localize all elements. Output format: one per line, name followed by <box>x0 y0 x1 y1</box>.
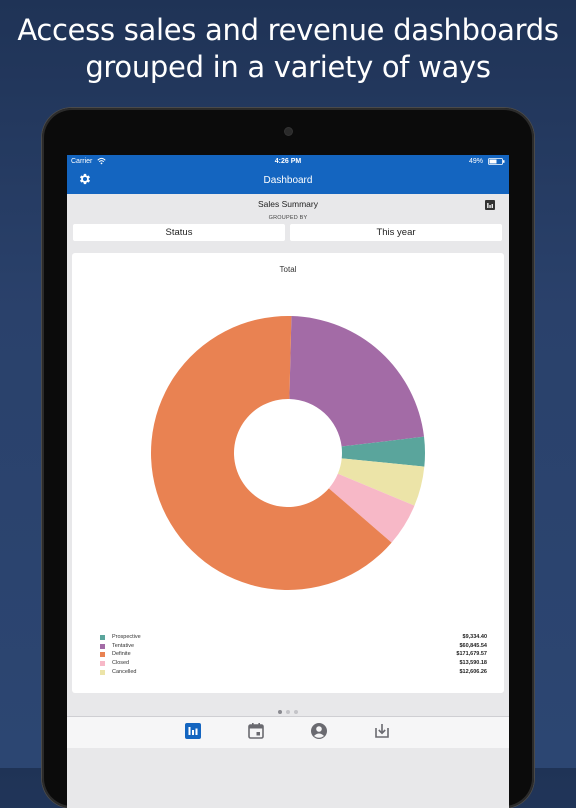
legend-item: Cancelled $12,606.26 <box>100 669 487 678</box>
legend-value: $9,334.40 <box>462 634 487 640</box>
legend-label: Tentative <box>112 642 135 649</box>
battery-icon <box>488 158 505 165</box>
summary-title: Sales Summary <box>258 199 318 209</box>
donut-chart <box>151 316 425 590</box>
legend-value: $13,590.18 <box>459 660 487 667</box>
gear-icon[interactable] <box>78 172 92 186</box>
battery-percent: 49% <box>468 158 483 165</box>
donut-slice-closed[interactable] <box>328 473 415 543</box>
donut-slice-prospective[interactable] <box>341 436 425 467</box>
group-field-selector[interactable]: Status <box>73 224 285 241</box>
marketing-headline: Access sales and revenue dashboards grou… <box>0 12 576 86</box>
legend-label: Definite <box>112 651 131 658</box>
calendar-icon[interactable] <box>247 722 265 740</box>
donut-slice-definite[interactable] <box>151 316 392 590</box>
legend-value: $60,845.54 <box>459 642 487 649</box>
chart-card: Total Prospective $9,334.40 Tentative $60,8… <box>72 253 504 693</box>
chart-legend: Prospective $9,334.40 Tentative $60,845.54 D… <box>100 634 487 677</box>
page-dot[interactable] <box>286 710 290 714</box>
legend-label: Prospective <box>112 634 141 640</box>
download-icon[interactable] <box>373 722 391 740</box>
legend-swatch <box>100 643 105 649</box>
legend-value: $171,679.57 <box>456 651 487 658</box>
tab-bar <box>67 716 509 748</box>
page-dot[interactable] <box>294 710 298 714</box>
legend-value: $12,606.26 <box>459 668 487 675</box>
legend-item: Closed $13,590.18 <box>100 660 487 669</box>
carrier-label: Carrier <box>71 158 93 165</box>
status-bar: Carrier 4:26 PM 49% <box>67 155 509 168</box>
page-dot[interactable] <box>278 710 282 714</box>
period-selector[interactable]: This year <box>290 224 502 241</box>
top-bar: Carrier 4:26 PM 49% Dashboard <box>67 155 509 194</box>
camera-icon <box>285 128 292 135</box>
legend-label: Cancelled <box>112 668 137 675</box>
legend-swatch <box>100 635 105 640</box>
legend-swatch <box>100 652 105 658</box>
user-circle-icon[interactable] <box>310 722 328 740</box>
tablet-frame: Carrier 4:26 PM 49% Dashboard <box>42 108 534 808</box>
page-indicator[interactable] <box>67 701 509 719</box>
wifi-icon <box>97 157 106 165</box>
bar-chart-icon[interactable] <box>485 200 495 210</box>
legend-item: Tentative $60,845.54 <box>100 643 487 652</box>
bar-chart-icon[interactable] <box>184 722 202 740</box>
donut-slice-cancelled[interactable] <box>337 458 425 506</box>
legend-swatch <box>100 669 105 675</box>
legend-item: Definite $171,679.57 <box>100 651 487 660</box>
grouped-by-label: GROUPED BY <box>268 215 308 221</box>
headline-line-2: grouped in a variety of ways <box>85 50 491 84</box>
status-time: 4:26 PM <box>274 158 302 165</box>
app-screen: Carrier 4:26 PM 49% Dashboard <box>67 155 509 808</box>
legend-item: Prospective $9,334.40 <box>100 634 487 643</box>
donut-slice-tentative[interactable] <box>289 316 425 447</box>
chart-title: Total <box>279 265 297 274</box>
legend-swatch <box>100 661 105 667</box>
nav-bar: Dashboard <box>67 168 509 194</box>
legend-label: Closed <box>112 660 130 667</box>
page-title: Dashboard <box>263 175 313 186</box>
headline-line-1: Access sales and revenue dashboards <box>17 13 559 47</box>
